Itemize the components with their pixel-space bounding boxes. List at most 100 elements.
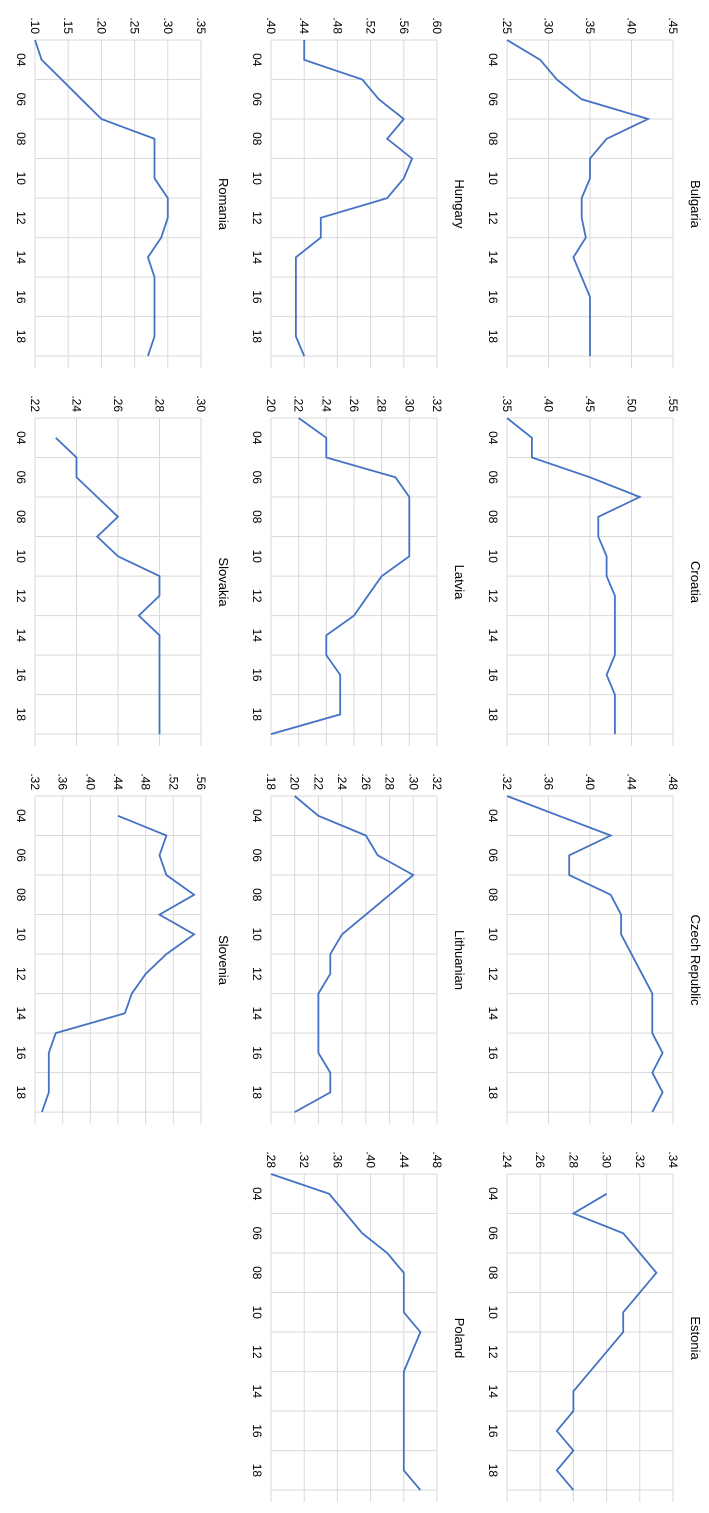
y-tick-label: .25 bbox=[128, 17, 142, 34]
series-line bbox=[294, 795, 415, 1113]
x-tick-label: 10 bbox=[14, 550, 28, 564]
x-tick-label: 06 bbox=[250, 471, 264, 485]
chart-title: Croatia bbox=[688, 561, 703, 604]
x-tick-label: 06 bbox=[486, 849, 500, 863]
y-tick-label: .22 bbox=[28, 395, 42, 412]
x-tick-label: 04 bbox=[486, 1187, 500, 1201]
x-tick-label: 12 bbox=[250, 967, 264, 981]
x-tick-label: 06 bbox=[486, 1227, 500, 1241]
y-tick-label: .28 bbox=[566, 1151, 580, 1168]
x-tick-label: 14 bbox=[250, 251, 264, 265]
chart-svg: Romania .10 .15 .20 .25 .30 .35 04 06 08 10 12 14 16 1… bbox=[14, 17, 231, 368]
x-tick-label: 12 bbox=[486, 1345, 500, 1359]
x-tick-label: 04 bbox=[14, 53, 28, 67]
y-tick-label: .24 bbox=[500, 1151, 514, 1168]
y-tick-label: .40 bbox=[264, 17, 278, 34]
y-tick-label: .30 bbox=[402, 395, 416, 412]
chart-panel-bulgaria: Bulgaria .25 .30 .35 .40 .45 04 06 08 10 12 14 16 18 bbox=[473, 0, 709, 378]
y-tick-label: .50 bbox=[625, 395, 639, 412]
x-tick-label: 10 bbox=[250, 172, 264, 186]
x-tick-label: 08 bbox=[486, 888, 500, 902]
series-line bbox=[34, 39, 169, 357]
y-tick-label: .35 bbox=[500, 395, 514, 412]
chart-panel-hungary: Hungary .40 .44 .48 .52 .56 .60 04 06 08 10 12 14 16 1… bbox=[237, 0, 473, 378]
y-tick-label: .15 bbox=[61, 17, 75, 34]
y-tick-label: .20 bbox=[264, 395, 278, 412]
x-tick-label: 14 bbox=[250, 629, 264, 643]
y-tick-label: .32 bbox=[633, 1151, 647, 1168]
x-tick-label: 14 bbox=[14, 629, 28, 643]
chart-svg: Latvia .20 .22 .24 .26 .28 .30 .32 04 06 08 10 12 14 1… bbox=[250, 395, 467, 746]
y-tick-label: .40 bbox=[364, 1151, 378, 1168]
x-tick-label: 06 bbox=[14, 471, 28, 485]
chart-title: Poland bbox=[452, 1318, 467, 1358]
y-tick-label: .22 bbox=[311, 773, 325, 790]
y-tick-label: .20 bbox=[288, 773, 302, 790]
y-tick-label: .55 bbox=[666, 395, 680, 412]
y-tick-label: .52 bbox=[166, 773, 180, 790]
x-tick-label: 14 bbox=[14, 1007, 28, 1021]
x-tick-label: 10 bbox=[486, 1306, 500, 1320]
x-tick-label: 08 bbox=[250, 510, 264, 524]
series-line bbox=[294, 40, 414, 357]
chart-panel-slovenia: Slovenia .32 .36 .40 .44 .48 .52 .56 04 06 08 10 12 1… bbox=[1, 756, 237, 1134]
y-tick-label: .44 bbox=[297, 17, 311, 34]
x-tick-label: 10 bbox=[486, 550, 500, 564]
y-tick-label: .56 bbox=[397, 17, 411, 34]
x-tick-label: 14 bbox=[250, 1007, 264, 1021]
chart-title: Bulgaria bbox=[688, 180, 703, 228]
x-tick-label: 08 bbox=[486, 510, 500, 524]
x-tick-label: 18 bbox=[250, 330, 264, 344]
x-tick-label: 12 bbox=[14, 967, 28, 981]
y-tick-label: .30 bbox=[161, 17, 175, 34]
x-tick-label: 18 bbox=[14, 708, 28, 722]
x-tick-label: 16 bbox=[250, 290, 264, 304]
x-tick-label: 06 bbox=[250, 1227, 264, 1241]
x-tick-label: 10 bbox=[486, 172, 500, 186]
y-tick-label: .26 bbox=[359, 773, 373, 790]
x-tick-label: 14 bbox=[486, 1385, 500, 1399]
x-tick-label: 16 bbox=[14, 668, 28, 682]
chart-panel-estonia: Estonia .24 .26 .28 .30 .32 .34 04 06 08 10 12 14 16 1… bbox=[473, 1134, 709, 1512]
x-tick-label: 04 bbox=[486, 53, 500, 67]
y-tick-label: .36 bbox=[330, 1151, 344, 1168]
y-tick-label: .44 bbox=[397, 1151, 411, 1168]
y-tick-label: .45 bbox=[583, 395, 597, 412]
y-tick-label: .35 bbox=[194, 17, 208, 34]
chart-panel-latvia: Latvia .20 .22 .24 .26 .28 .30 .32 04 06 08 10 12 14 1… bbox=[237, 378, 473, 756]
y-tick-label: .30 bbox=[194, 395, 208, 412]
x-tick-label: 06 bbox=[14, 93, 28, 107]
series-line bbox=[55, 437, 161, 735]
y-tick-label: .48 bbox=[666, 773, 680, 790]
x-tick-label: 10 bbox=[14, 172, 28, 186]
chart-title: Estonia bbox=[688, 1316, 703, 1360]
x-tick-label: 12 bbox=[14, 211, 28, 225]
x-tick-label: 06 bbox=[486, 471, 500, 485]
x-tick-label: 16 bbox=[14, 1046, 28, 1060]
x-tick-label: 06 bbox=[486, 93, 500, 107]
x-tick-label: 04 bbox=[250, 431, 264, 445]
x-tick-label: 04 bbox=[486, 431, 500, 445]
x-tick-label: 12 bbox=[486, 967, 500, 981]
chart-title: Hungary bbox=[452, 179, 467, 229]
x-tick-label: 04 bbox=[250, 1187, 264, 1201]
x-tick-label: 04 bbox=[14, 809, 28, 823]
x-tick-label: 08 bbox=[14, 132, 28, 146]
x-tick-label: 18 bbox=[250, 1464, 264, 1478]
y-tick-label: .52 bbox=[364, 17, 378, 34]
chart-panel-slovakia: Slovakia .22 .24 .26 .28 .30 04 06 08 10 12 14 16 18 bbox=[1, 378, 237, 756]
x-tick-label: 08 bbox=[486, 132, 500, 146]
chart-svg: Poland .28 .32 .36 .40 .44 .48 04 06 08 10 12 14 16 18 bbox=[250, 1151, 467, 1502]
x-tick-label: 12 bbox=[486, 211, 500, 225]
chart-title: Slovenia bbox=[216, 935, 231, 986]
chart-panel-croatia: Croatia .35 .40 .45 .50 .55 04 06 08 10 12 14 16 18 bbox=[473, 378, 709, 756]
y-tick-label: .24 bbox=[335, 773, 349, 790]
y-tick-label: .36 bbox=[56, 773, 70, 790]
chart-panel-lithuanian: Lithuanian .18 .20 .22 .24 .26 .28 .30 .32 04 06 08… bbox=[237, 756, 473, 1134]
chart-svg: Lithuanian .18 .20 .22 .24 .26 .28 .30 .32 04 06 08… bbox=[250, 773, 467, 1124]
y-tick-label: .32 bbox=[28, 773, 42, 790]
series-line bbox=[270, 1173, 422, 1491]
series-line bbox=[270, 417, 411, 735]
chart-title: Romania bbox=[216, 178, 231, 231]
